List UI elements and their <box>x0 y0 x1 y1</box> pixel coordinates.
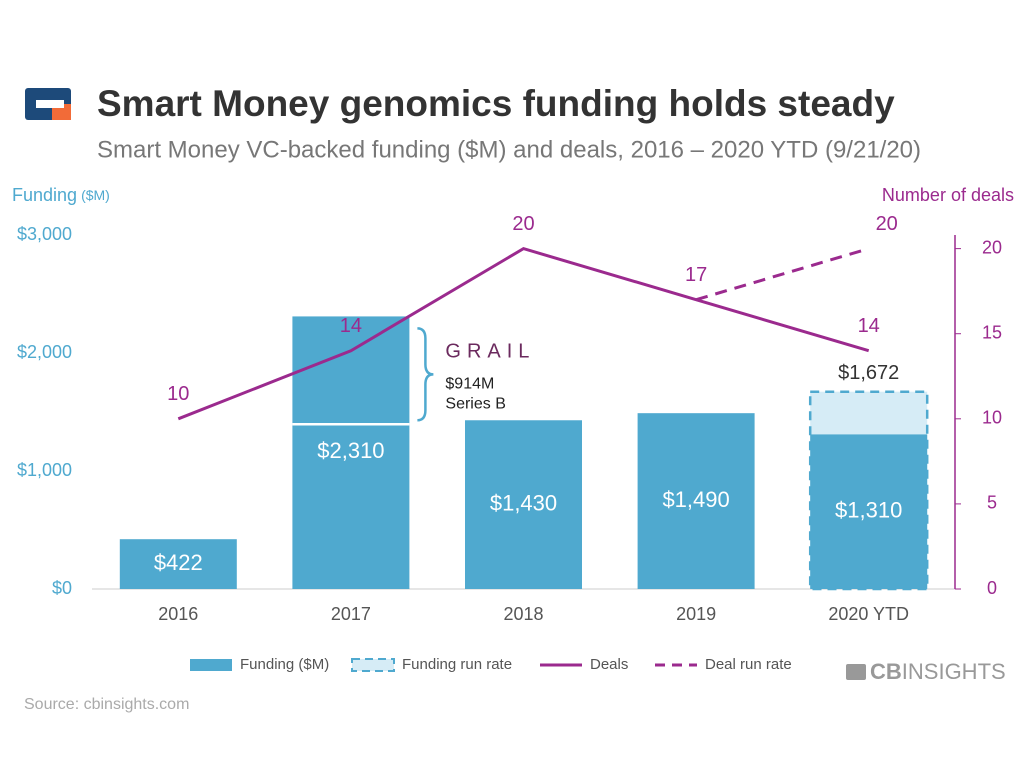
data-label: $1,310 <box>835 498 902 523</box>
data-label: 17 <box>685 264 707 286</box>
y-tick-label: $2,000 <box>17 342 72 362</box>
brand-text: INSIGHTS <box>902 659 1006 684</box>
x-tick-label: 2016 <box>158 604 198 624</box>
data-label: 14 <box>858 315 880 337</box>
x-tick-label: 2019 <box>676 604 716 624</box>
legend-label: Deals <box>590 656 628 673</box>
logo-shape <box>36 100 64 108</box>
y2-tick-label: 15 <box>982 322 1002 342</box>
legend-swatch <box>190 659 232 671</box>
bar <box>292 316 410 589</box>
y-tick-label: $0 <box>52 578 72 598</box>
legend-swatch <box>351 658 395 672</box>
bar <box>637 413 755 589</box>
data-label: $1,430 <box>490 490 557 515</box>
y2-tick-label: 5 <box>987 493 997 513</box>
bar <box>465 420 582 589</box>
y-axis-unit: ($M) <box>81 187 110 203</box>
line <box>177 246 870 421</box>
annotation-text: $914M <box>445 376 494 393</box>
chart-subtitle: Smart Money VC-backed funding ($M) and d… <box>97 136 921 163</box>
data-label: $1,490 <box>662 487 729 512</box>
x-tick-label: 2020 YTD <box>828 604 909 624</box>
y2-tick-label: 0 <box>987 578 997 598</box>
brand: CBINSIGHTS <box>846 659 1006 684</box>
y2-axis-label: Number of deals <box>882 185 1014 205</box>
x-tick-label: 2017 <box>331 604 371 624</box>
source: Source: cbinsights.com <box>24 696 189 713</box>
y-axis-label: Funding ($M) <box>12 185 110 205</box>
data-label: 20 <box>512 213 534 235</box>
run-rate-line <box>695 247 870 302</box>
data-label: $2,310 <box>317 438 384 463</box>
annotation-text: Series B <box>445 396 505 413</box>
brace <box>417 327 434 422</box>
brand-icon <box>846 664 866 680</box>
legend-label: Funding run rate <box>402 656 512 673</box>
data-label: $1,672 <box>838 362 899 384</box>
brand-text: CBINSIGHTS <box>870 659 1006 684</box>
legend-label: Funding ($M) <box>240 656 329 673</box>
logo <box>25 88 71 120</box>
y-axis-label: Funding <box>12 185 77 205</box>
data-label: 20 <box>876 213 898 235</box>
y-tick-label: $1,000 <box>17 460 72 480</box>
data-label: $422 <box>154 550 203 575</box>
data-label: 14 <box>340 315 362 337</box>
y-tick-label: $3,000 <box>17 224 72 244</box>
y2-tick-label: 20 <box>982 237 1002 257</box>
legend-label: Deal run rate <box>705 656 792 673</box>
y2-tick-label: 10 <box>982 408 1002 428</box>
x-tick-label: 2018 <box>503 604 543 624</box>
bar <box>119 539 237 589</box>
brand-text: CB <box>870 659 902 684</box>
annotation-logo: GRAIL <box>445 341 535 363</box>
chart-title: Smart Money genomics funding holds stead… <box>97 83 895 124</box>
data-label: 10 <box>167 383 189 405</box>
bar <box>810 434 928 589</box>
